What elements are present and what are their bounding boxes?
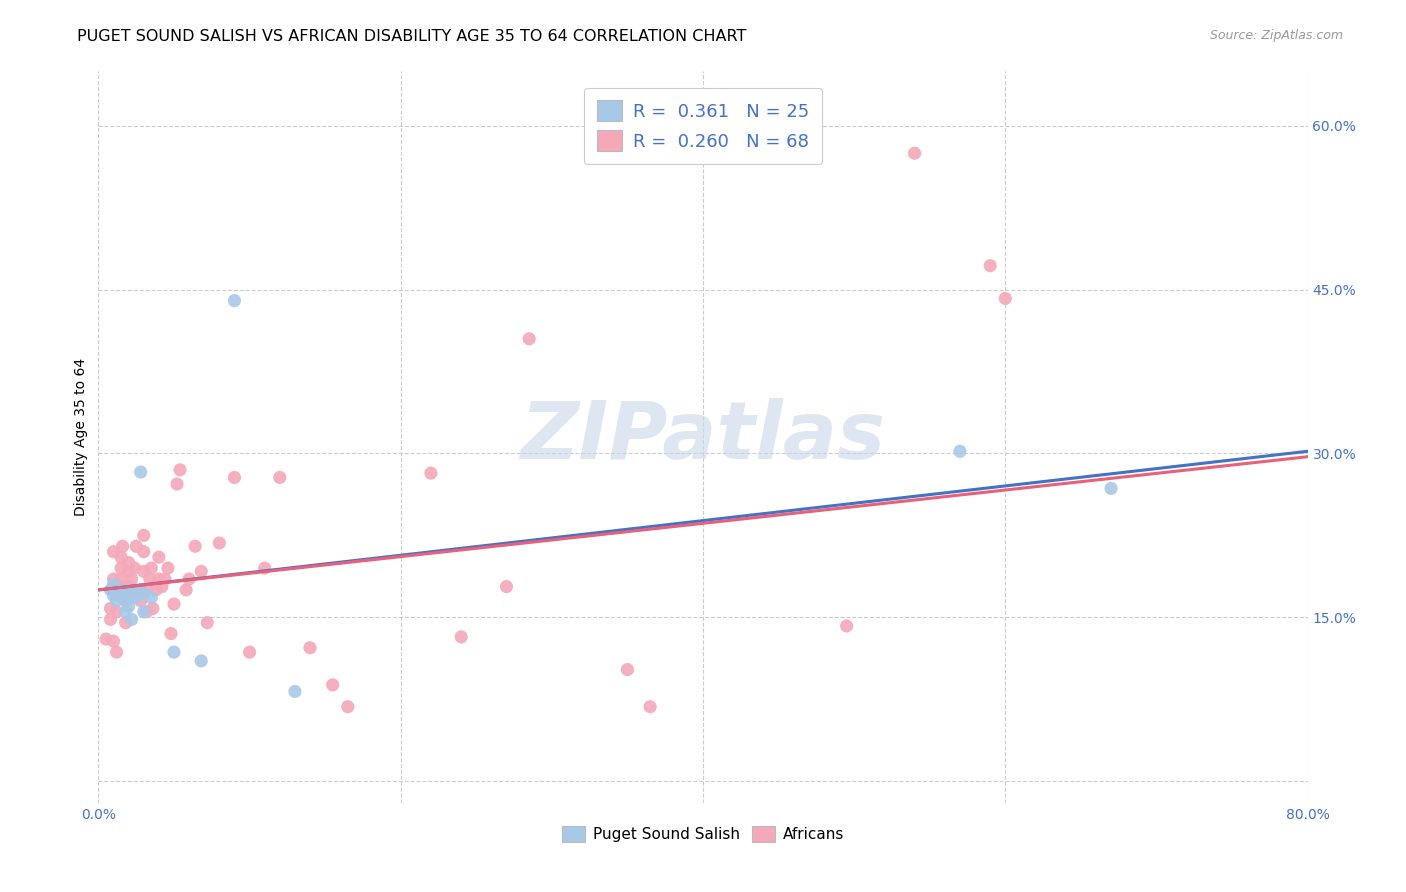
Point — [145, 582, 167, 597]
Text: ZIPatlas: ZIPatlas — [520, 398, 886, 476]
Legend: Puget Sound Salish, Africans: Puget Sound Salish, Africans — [554, 818, 852, 850]
Point — [124, 561, 146, 575]
Point — [253, 561, 276, 575]
Point — [169, 463, 191, 477]
Point — [110, 561, 132, 575]
Point — [103, 634, 125, 648]
Point — [269, 470, 291, 484]
Point — [111, 591, 134, 605]
Point — [103, 588, 125, 602]
Point — [124, 582, 146, 597]
Point — [135, 582, 157, 597]
Point — [224, 470, 246, 484]
Point — [141, 591, 163, 605]
Point — [322, 678, 344, 692]
Text: PUGET SOUND SALISH VS AFRICAN DISABILITY AGE 35 TO 64 CORRELATION CHART: PUGET SOUND SALISH VS AFRICAN DISABILITY… — [77, 29, 747, 44]
Point — [94, 632, 117, 646]
Point — [100, 582, 122, 597]
Point — [110, 550, 132, 565]
Point — [132, 565, 155, 579]
Point — [118, 556, 141, 570]
Point — [132, 545, 155, 559]
Point — [118, 586, 141, 600]
Point — [135, 605, 157, 619]
Point — [142, 601, 165, 615]
Point — [208, 536, 231, 550]
Point — [190, 565, 212, 579]
Point — [160, 626, 183, 640]
Point — [835, 619, 858, 633]
Point — [118, 591, 141, 605]
Point — [148, 550, 170, 565]
Point — [114, 582, 136, 597]
Point — [638, 699, 661, 714]
Point — [141, 561, 163, 575]
Point — [114, 594, 136, 608]
Point — [103, 572, 125, 586]
Point — [118, 580, 141, 594]
Point — [125, 539, 148, 553]
Point — [132, 528, 155, 542]
Point — [103, 582, 125, 597]
Point — [121, 612, 143, 626]
Point — [129, 582, 152, 597]
Point — [949, 444, 972, 458]
Point — [336, 699, 359, 714]
Point — [163, 597, 186, 611]
Point — [239, 645, 262, 659]
Point — [224, 293, 246, 308]
Point — [979, 259, 1001, 273]
Point — [179, 572, 201, 586]
Point — [103, 577, 125, 591]
Y-axis label: Disability Age 35 to 64: Disability Age 35 to 64 — [75, 358, 89, 516]
Point — [994, 292, 1017, 306]
Point — [148, 572, 170, 586]
Point — [118, 599, 141, 614]
Point — [125, 591, 148, 605]
Point — [105, 645, 128, 659]
Point — [495, 580, 517, 594]
Point — [129, 594, 152, 608]
Point — [111, 539, 134, 553]
Point — [125, 582, 148, 597]
Point — [118, 565, 141, 579]
Point — [108, 588, 131, 602]
Point — [190, 654, 212, 668]
Point — [450, 630, 472, 644]
Point — [156, 561, 179, 575]
Point — [105, 605, 128, 619]
Point — [105, 594, 128, 608]
Point — [174, 582, 197, 597]
Point — [299, 640, 322, 655]
Point — [129, 465, 152, 479]
Point — [132, 605, 155, 619]
Point — [163, 645, 186, 659]
Point — [616, 663, 638, 677]
Point — [284, 684, 307, 698]
Point — [100, 612, 122, 626]
Point — [153, 572, 176, 586]
Point — [110, 572, 132, 586]
Point — [100, 601, 122, 615]
Point — [150, 580, 173, 594]
Point — [121, 582, 143, 597]
Point — [1099, 482, 1122, 496]
Point — [114, 605, 136, 619]
Point — [139, 572, 162, 586]
Point — [108, 582, 131, 597]
Point — [110, 586, 132, 600]
Point — [420, 466, 443, 480]
Point — [132, 586, 155, 600]
Text: Source: ZipAtlas.com: Source: ZipAtlas.com — [1209, 29, 1343, 42]
Point — [108, 580, 131, 594]
Point — [184, 539, 207, 553]
Point — [195, 615, 218, 630]
Point — [166, 477, 188, 491]
Point — [517, 332, 540, 346]
Point — [121, 572, 143, 586]
Point — [904, 146, 927, 161]
Point — [103, 545, 125, 559]
Point — [114, 615, 136, 630]
